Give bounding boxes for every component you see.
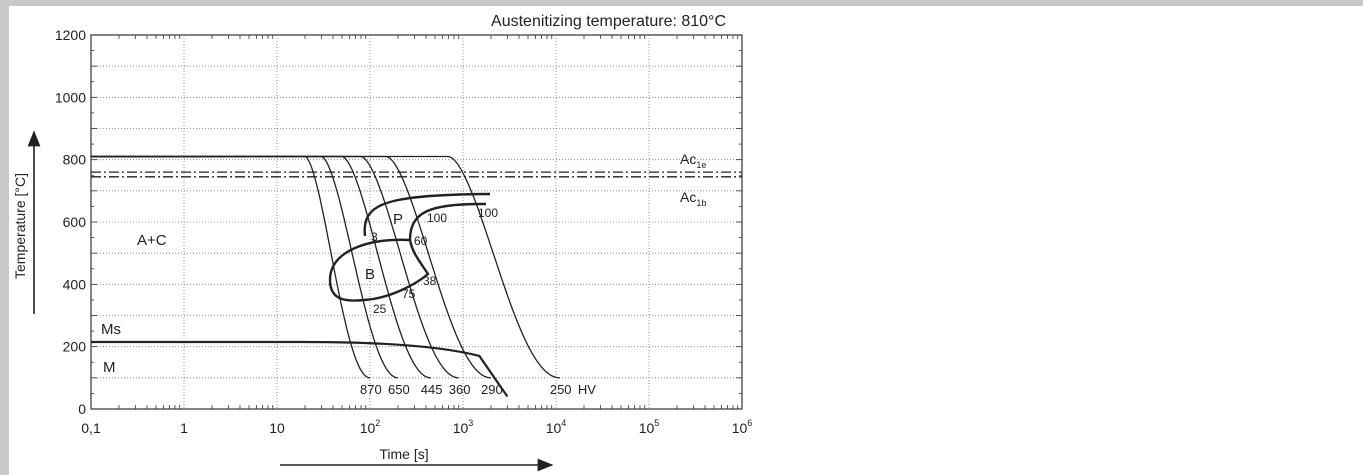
x-tick-label: 1 [180, 420, 188, 436]
cooling-curve [90, 155, 371, 379]
x-tick-label: 10 [269, 420, 285, 436]
top-border [0, 0, 1363, 6]
y-tick-label: 0 [78, 401, 86, 417]
phase-label: B [365, 266, 375, 283]
y-tick-label: 1200 [55, 27, 86, 43]
transformation-number: 100 [478, 206, 498, 220]
phase-label: Ms [101, 321, 121, 338]
cooling-curve [90, 155, 560, 379]
pearlite-start-line [363, 192, 491, 237]
hardness-label: 650 [388, 382, 410, 397]
transformation-number: 100 [427, 211, 447, 225]
transformation-number: 75 [402, 287, 416, 301]
y-tick-label: 200 [63, 339, 87, 355]
cooling-curve [90, 155, 399, 379]
hardness-label: 250 [550, 382, 572, 397]
x-tick-label: 105 [639, 418, 660, 436]
ac-label: Ac1e [680, 151, 706, 170]
hardness-label: 360 [449, 382, 471, 397]
bainite-region [328, 238, 430, 302]
x-tick-exponent: 3 [468, 418, 473, 428]
y-tick-label: 1000 [55, 89, 86, 105]
plot-border [90, 34, 743, 410]
x-axis-label: Time [s] [379, 446, 428, 462]
x-tick-exponent: 4 [561, 418, 566, 428]
transformation-number: 60 [414, 234, 428, 248]
chart-title: Austenitizing temperature: 810°C [491, 13, 726, 30]
cooling-curve [90, 155, 459, 379]
ms-line [91, 340, 509, 398]
transformation-number: 38 [423, 274, 437, 288]
x-tick-exponent: 5 [654, 418, 659, 428]
x-tick-label: 0,1 [81, 420, 101, 436]
hardness-label: 445 [421, 382, 443, 397]
x-tick-label: 103 [453, 418, 474, 436]
x-tick-label: 102 [360, 418, 381, 436]
hardness-unit-label: HV [578, 382, 596, 397]
phase-label: P [393, 211, 403, 228]
ac-label-subscript: 1e [696, 160, 706, 170]
phase-label: M [103, 359, 116, 376]
phase-label: A+C [137, 232, 167, 249]
x-tick-exponent: 6 [747, 418, 752, 428]
x-tick-label: 106 [732, 418, 753, 436]
y-axis-label: Temperature [°C] [12, 173, 28, 279]
transformation-number: 3 [371, 230, 378, 244]
y-tick-label: 600 [63, 214, 87, 230]
ac-label-subscript: 1b [696, 198, 706, 208]
x-tick-exponent: 2 [375, 418, 380, 428]
hardness-label: 290 [481, 382, 503, 397]
x-tick-label: 104 [546, 418, 567, 436]
left-border [0, 0, 9, 475]
y-tick-label: 800 [63, 152, 87, 168]
transformation-number: 25 [373, 302, 387, 316]
cooling-curve [90, 155, 431, 379]
y-tick-label: 400 [63, 276, 87, 292]
ac-label: Ac1b [680, 189, 706, 208]
pearlite-finish-line [408, 202, 486, 241]
hardness-label: 870 [360, 382, 382, 397]
cooling-curve [90, 155, 492, 379]
